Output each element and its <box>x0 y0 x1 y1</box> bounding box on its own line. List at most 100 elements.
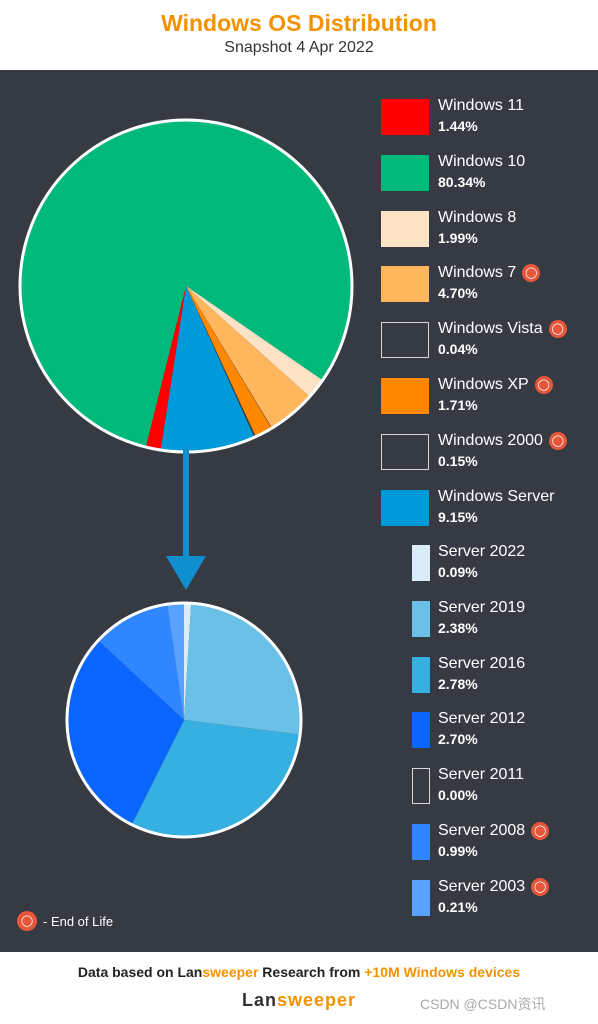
legend-label: Windows 7 ◯ <box>438 264 541 283</box>
slice-windows-8 <box>186 286 323 397</box>
logo-part1: Lan <box>241 990 277 1010</box>
legend-label-text: Windows 11 <box>438 97 524 114</box>
legend-swatch <box>381 154 429 191</box>
legend-value: 0.21% <box>438 898 478 915</box>
legend-value: 0.15% <box>438 452 478 469</box>
legend-value: 1.44% <box>438 118 478 134</box>
legend-label-text: Windows XP <box>438 376 529 394</box>
end-of-life-icon: ◯ <box>17 911 37 931</box>
note-middle: Research from <box>258 964 365 980</box>
legend-label: Server 2012 <box>438 710 525 728</box>
legend-swatch <box>412 768 430 805</box>
legend-label: Windows 2000 ◯ <box>438 431 567 450</box>
legend-value: 0.99% <box>438 843 478 859</box>
legend-value: 4.70% <box>438 285 478 302</box>
slice-windows-7 <box>186 286 310 429</box>
legend-value: 80.34% <box>438 173 486 190</box>
legend-value: 0.09% <box>438 564 478 580</box>
legend-label: Server 2003 ◯ <box>438 877 550 896</box>
legend-swatch <box>381 322 429 359</box>
footer: Data based on Lansweeper Research from +… <box>0 952 598 1024</box>
legend-value: 1.99% <box>438 229 478 246</box>
legend-label: Windows 10 <box>438 153 525 171</box>
drilldown-arrow <box>166 447 206 590</box>
end-of-life-icon: ◯ <box>548 320 567 339</box>
slice-windows-xp <box>186 286 272 437</box>
legend-label-text: Windows 7 <box>438 264 517 282</box>
legend-label-text: Windows Server <box>438 487 555 505</box>
end-of-life-icon: ◯ <box>548 431 567 450</box>
legend-label-text: Server 2011 <box>438 766 524 784</box>
end-of-life-icon: ◯ <box>534 376 553 394</box>
legend-swatch <box>381 378 429 414</box>
note-highlight: +10M Windows devices <box>364 964 521 980</box>
note-prefix: Data based on Lan <box>77 964 203 980</box>
legend-label: Windows 8 <box>438 209 516 227</box>
legend-value: 1.71% <box>438 397 478 413</box>
slice-server-2019 <box>184 603 301 735</box>
legend-label-text: Server 2016 <box>438 654 526 672</box>
legend-swatch <box>381 266 429 303</box>
legend-label: Windows Vista ◯ <box>438 320 567 339</box>
slice-windows-2000 <box>186 286 256 438</box>
legend-label-text: Windows Vista <box>438 320 543 338</box>
end-of-life-icon: ◯ <box>522 264 541 283</box>
eol-key-label: - End of Life <box>43 913 114 929</box>
legend-swatch <box>381 99 429 135</box>
legend-label: Server 2016 <box>438 655 525 673</box>
slice-windows-10 <box>19 119 352 448</box>
legend-label: Windows Server <box>438 488 554 506</box>
note-brand-accent: sweeper <box>202 964 259 980</box>
legend-swatch <box>381 489 429 526</box>
legend-value: 9.15% <box>438 508 478 525</box>
legend-label-text: Server 2019 <box>438 598 526 616</box>
slice-server-2008 <box>98 604 184 720</box>
slice-server-2003 <box>167 603 184 720</box>
end-of-life-icon: ◯ <box>531 822 550 840</box>
slice-windows-server <box>160 286 255 452</box>
header: Windows OS Distribution Snapshot 4 Apr 2… <box>0 0 598 70</box>
legend-value: 2.38% <box>438 619 478 636</box>
legend-swatch <box>412 600 430 637</box>
chart-subtitle: Snapshot 4 Apr 2022 <box>224 39 374 56</box>
data-source-note: Data based on Lansweeper Research from +… <box>0 964 598 980</box>
server-pie <box>65 601 303 839</box>
legend-label-text: Windows 8 <box>438 208 517 226</box>
pie-outline <box>65 601 303 839</box>
legend-label: Windows XP ◯ <box>438 376 553 394</box>
slice-server-2012 <box>67 640 184 825</box>
legend-label: Windows 11 <box>438 97 524 115</box>
legend-value: 0.00% <box>438 787 478 804</box>
legend-swatch <box>412 712 430 749</box>
lansweeper-logo: Lansweeper <box>0 990 598 1011</box>
legend-swatch <box>381 433 429 470</box>
legend-label-text: Windows 10 <box>438 152 526 170</box>
legend-value: 2.70% <box>438 731 478 748</box>
legend-swatch <box>412 545 430 581</box>
legend-label: Server 2008 ◯ <box>438 822 550 840</box>
legend-swatch <box>412 879 430 916</box>
main-pie <box>18 118 354 454</box>
slice-server-2022 <box>184 603 192 720</box>
logo-part2: sweeper <box>276 990 357 1010</box>
legend-label-text: Windows 2000 <box>438 432 543 450</box>
end-of-life-icon: ◯ <box>531 877 550 896</box>
legend-label-text: Server 2012 <box>438 710 526 728</box>
slice-server-2016 <box>131 720 301 838</box>
slice-windows-11 <box>145 286 186 451</box>
legend-label-text: Server 2008 <box>438 822 526 840</box>
legend-swatch <box>381 210 429 247</box>
legend-label: Server 2011 <box>438 766 524 784</box>
legend-label-text: Server 2003 <box>438 878 526 896</box>
slice-windows-vista <box>186 286 272 429</box>
legend-swatch <box>412 824 430 860</box>
legend-swatch <box>412 656 430 693</box>
legend-value: 0.04% <box>438 341 478 358</box>
watermark: CSDN @CSDN资讯 <box>420 996 546 1012</box>
legend-value: 2.78% <box>438 675 478 692</box>
legend-label-text: Server 2022 <box>438 543 526 560</box>
chart-title: Windows OS Distribution <box>161 10 437 36</box>
legend-label: Server 2019 <box>438 599 525 617</box>
legend-label: Server 2022 <box>438 543 525 561</box>
